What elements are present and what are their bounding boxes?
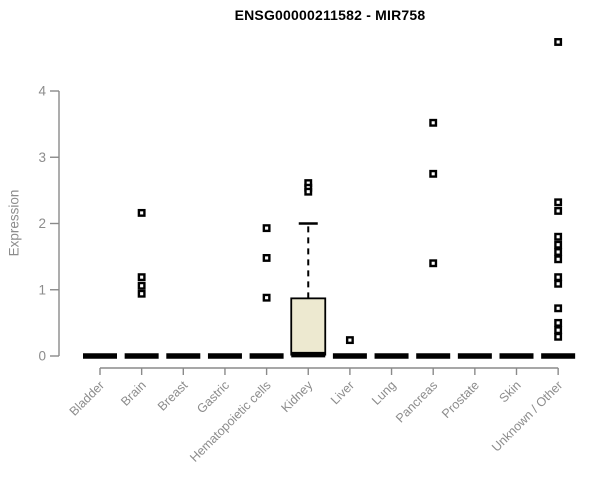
x-axis-category-label: Gastric — [194, 378, 232, 416]
y-axis-tick-label: 1 — [38, 282, 46, 297]
outlier-point — [554, 304, 563, 313]
outlier-point — [262, 253, 271, 262]
outlier-point — [554, 332, 563, 341]
x-axis-category-label: Unknown / Other — [489, 378, 565, 454]
outlier-point — [345, 336, 354, 345]
outlier-point — [554, 326, 563, 335]
x-axis-category-label: Skin — [497, 378, 524, 405]
outlier-point — [554, 198, 563, 207]
outlier-point — [429, 118, 438, 127]
outlier-point — [554, 232, 563, 241]
outlier-point — [554, 273, 563, 282]
outlier-point — [554, 206, 563, 215]
outlier-point — [137, 273, 146, 282]
outlier-point — [554, 318, 563, 327]
y-axis-tick-label: 2 — [38, 216, 46, 231]
outlier-point — [137, 281, 146, 290]
box-iqr — [290, 297, 327, 356]
x-axis-category-label: Breast — [155, 378, 191, 414]
y-axis-tick-label: 0 — [38, 349, 46, 364]
x-axis-category-label: Hematopoietic cells — [187, 378, 274, 465]
chart-title: ENSG00000211582 - MIR758 — [234, 7, 426, 23]
outlier-point — [554, 279, 563, 288]
x-axis-category-label: Kidney — [278, 378, 315, 415]
outlier-point — [554, 240, 563, 249]
outlier-point — [137, 289, 146, 298]
x-axis-category-label: Liver — [328, 378, 357, 407]
outlier-point — [554, 255, 563, 264]
outlier-point — [429, 169, 438, 178]
x-axis-category-label: Pancreas — [393, 378, 440, 425]
outlier-point — [262, 224, 271, 233]
x-axis-category-label: Brain — [118, 378, 149, 409]
outlier-point — [554, 38, 563, 46]
x-axis-category-label: Prostate — [439, 378, 482, 421]
outlier-point — [304, 187, 313, 196]
outlier-point — [429, 259, 438, 268]
outlier-point — [262, 293, 271, 302]
outlier-point — [554, 248, 563, 256]
x-axis-category-label: Bladder — [67, 378, 107, 418]
outlier-point — [137, 208, 146, 217]
y-axis-tick-label: 4 — [38, 84, 46, 99]
x-axis-category-label: Lung — [369, 378, 399, 408]
y-axis-tick-label: 3 — [38, 150, 46, 165]
